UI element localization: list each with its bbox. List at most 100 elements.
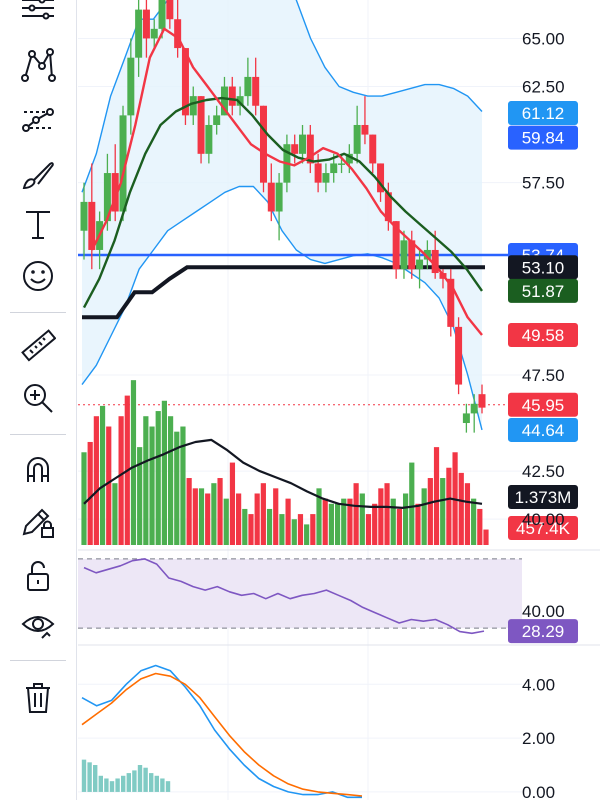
candle-body [88,201,96,250]
volume-bar [279,514,285,545]
volume-bar [260,483,266,545]
candle-body [197,96,205,154]
emoji-tool[interactable] [14,254,62,298]
volume-bar [347,498,353,545]
volume-bar [137,447,143,545]
candle-body [470,403,478,414]
candle-body [431,249,439,274]
price-tag-bg [508,417,578,442]
volume-tag-bg [508,516,578,540]
prediction-tool[interactable] [14,98,62,142]
macd-histogram-bar [149,773,154,792]
price-axis-label: 42.50 [522,462,565,481]
macd-histogram-bar [109,781,115,792]
rsi-line [83,558,485,635]
macd-signal-line [81,672,363,797]
text-tool[interactable] [14,202,62,246]
volume-bar [384,483,390,545]
price-axis[interactable]: 65.00 62.50 57.50 47.50 42.50 40.00 40.00 4.00 2… [522,29,565,800]
macd-pane [81,664,363,799]
zoom-tool[interactable] [14,376,62,420]
chart-canvas[interactable]: 61.1259.8453.7453.1051.8749.5845.9544.64… [78,0,600,800]
volume-bar [334,503,341,545]
measure-tool[interactable] [14,324,62,368]
volume-bar [421,488,427,545]
price-axis-label: 40.00 [522,510,565,529]
macd-histogram-bar [154,775,159,792]
magnet-tool[interactable] [14,448,62,492]
candle-body [111,173,119,212]
candle-body [314,163,322,183]
lock-drawings-tool[interactable] [14,554,62,598]
volume-pane [81,380,489,545]
macd-axis-label: 4.00 [522,675,555,694]
macd-histogram-bar [93,765,98,792]
stay-in-drawing-mode-tool[interactable] [14,500,62,544]
candle-body [353,124,361,154]
price-tag-bg [508,278,578,303]
candle-body [103,173,111,222]
macd-histogram-bar [81,759,87,792]
price-tag-text: 45.95 [522,396,565,415]
macd-histogram-bar [98,775,103,792]
price-axis-label: 57.50 [522,174,565,193]
volume-bar [458,472,464,545]
candle-body [377,163,385,193]
pattern-icon [21,48,56,82]
macd-histogram-bar [121,775,126,792]
volume-bar [353,483,359,545]
zoom-in-icon [24,384,53,413]
price-tag-bg [508,392,578,417]
price-axis-label: 47.50 [522,366,565,385]
macd-histogram-bar [87,762,92,792]
volume-tag-text: 457.4K [516,519,571,538]
price-tag: 59.84 [508,125,578,150]
candle-body [259,105,267,183]
volume-bar [155,411,161,545]
volume-bar [409,462,415,545]
volume-bar [316,488,322,545]
price-pane[interactable] [78,0,522,433]
volume-bar [180,426,186,545]
volume-bar [149,426,155,545]
volume-bar [167,416,174,545]
volume-bar [106,426,112,545]
volume-bar [310,514,316,545]
volume-bar [236,493,242,545]
volume-bar [341,498,347,545]
remove-drawings-tool[interactable] [14,676,62,720]
volume-bar [248,514,254,545]
pattern-tool[interactable] [14,44,62,88]
price-tag-text: 49.58 [522,326,565,345]
volume-bar [471,498,477,545]
volume-bar [81,452,87,545]
price-tag-bg [508,255,578,280]
price-tag-text: 44.64 [522,421,565,440]
trend-line-tool[interactable] [14,0,62,32]
rsi-tag: 28.29 [508,619,578,644]
candle-body [400,240,408,270]
candle-body [423,249,431,260]
volume-bar [285,498,291,545]
candle-body [119,115,127,212]
macd-histogram-bar [165,781,171,792]
volume-bar [174,431,180,545]
volume-bar [396,508,403,545]
volume-ma-tag-bg [508,485,578,509]
candle-body [291,144,299,154]
toolbar-separator [10,312,66,313]
volume-bar [433,447,440,545]
volume-tag: 457.4K [508,516,578,540]
candle-body [447,278,455,327]
macd-histogram-bar [104,778,109,792]
candle-body [338,163,346,165]
brush-tool[interactable] [14,152,62,196]
volume-bar [446,467,452,545]
bollinger-band-fill [82,0,482,430]
macd-histogram-bar [132,770,137,792]
candle-body [361,124,369,135]
macd-histogram-bar [137,765,143,792]
rsi-tag-bg [508,619,578,644]
brush-icon [22,162,54,190]
hide-drawings-tool[interactable] [14,604,62,648]
